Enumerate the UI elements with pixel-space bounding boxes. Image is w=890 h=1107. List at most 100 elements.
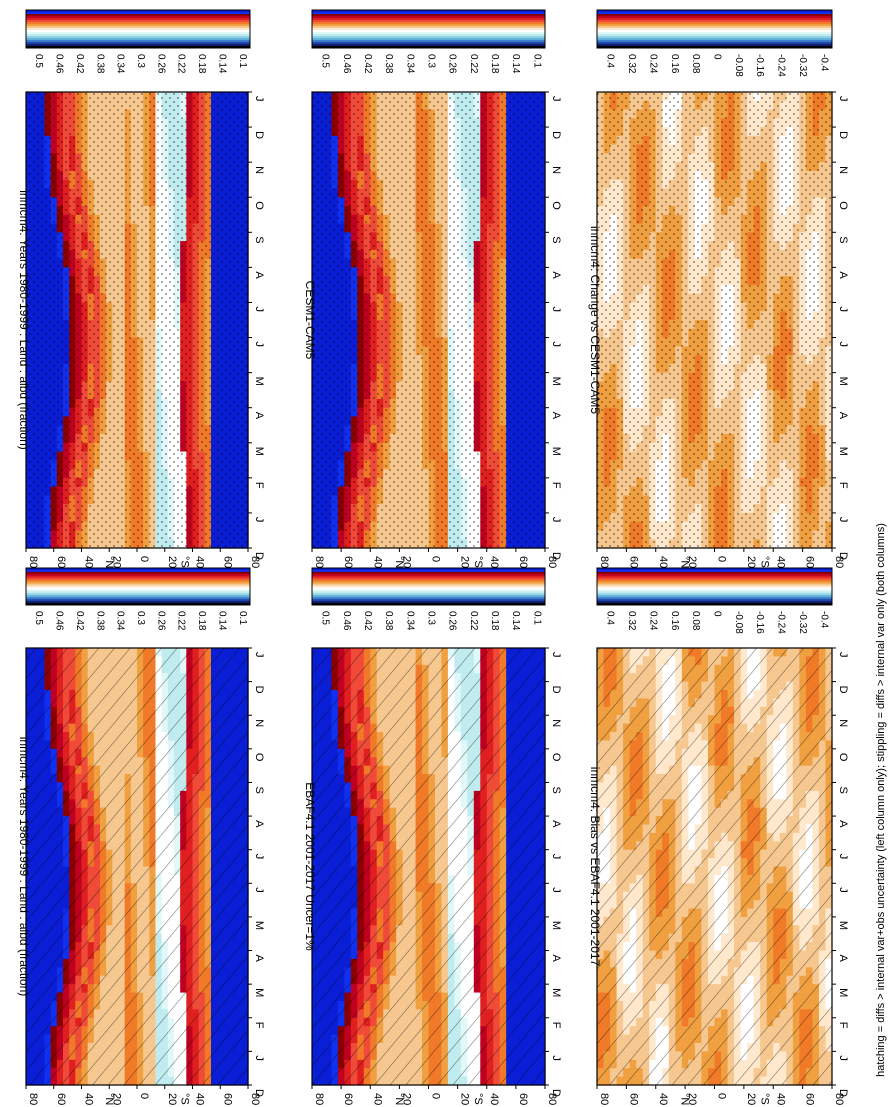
lat-tick-label: 20 [110,556,122,568]
month-tick-label: M [253,377,265,386]
lat-tick-label: 80 [27,1093,39,1105]
colorbar-label: 0.46 [54,54,65,74]
lat-tick-label: 0 [138,1093,150,1099]
colorbar-swatch [26,593,250,596]
lat-tick-label: 60 [55,556,67,568]
hatching-overlay [26,648,248,1085]
colorbar-label: 0.34 [115,54,126,74]
colorbar-swatch [26,40,250,43]
colorbar-swatch [26,34,250,37]
colorbar-frame [25,567,251,606]
month-tick-label: N [253,166,265,174]
colorbar-swatch [26,20,250,23]
colorbar-label: 0.1 [237,54,248,68]
month-tick-label: J [253,652,265,658]
month-tick-label: D [253,686,265,694]
month-tick-label: A [253,412,265,420]
lat-tick-label: 40 [83,1093,95,1105]
colorbar-swatch [26,22,250,25]
month-tick-label: M [253,921,265,930]
lat-tick-label: 80 [27,556,39,568]
month-tick-label: J [253,517,265,523]
colorbar-swatch [26,571,250,575]
stippling-overlay [26,92,248,548]
month-tick-label: J [253,306,265,312]
month-tick-label: D [253,552,265,560]
colorbar-swatch [26,36,250,39]
lat-tick-label: 40 [194,556,206,568]
month-tick-label: M [253,988,265,997]
colorbar-swatch [26,14,250,17]
colorbar-swatch [26,585,250,588]
colorbar-label: 0.1 [237,611,248,625]
colorbar-swatch [26,583,250,587]
colorbar-swatch [26,587,250,590]
colorbar-swatch [26,589,250,592]
month-tick-label: D [253,131,265,139]
panel-title: inmcm4: Years 1980-1999 : Land : albd (f… [17,190,31,450]
colorbar-swatch [26,16,250,19]
lat-hemisphere-label: °S [178,1093,190,1105]
colorbar-swatch [26,42,250,45]
colorbar: 0.5 0.46 0.42 0.38 0.34 0.3 0.26 0.22 0.18 0.14 0.… [25,567,251,631]
lat-tick-label: 60 [221,1093,233,1105]
lat-hemisphere-label: °N [103,556,115,568]
lat-tick-label: 0 [138,556,150,562]
month-tick-label: F [253,482,265,489]
colorbar-swatch [26,577,250,581]
colorbar-swatch [26,581,250,585]
colorbar-label: 0.42 [74,54,85,74]
colorbar-swatch [26,568,250,571]
colorbar-label: 0.14 [216,54,227,74]
colorbar-label: 0.3 [135,54,146,68]
lat-tick-label: 40 [83,556,95,568]
month-tick-label: F [253,1022,265,1029]
colorbar-swatch [26,26,250,29]
panel-title: inmcm4: Years 1980-1999 : Land : albd (f… [17,737,31,997]
colorbar-swatch [26,575,250,579]
colorbar-label: 0.34 [115,611,126,631]
colorbar-swatch [26,603,250,606]
month-tick-label: J [253,1055,265,1061]
month-tick-label: D [253,1089,265,1097]
month-tick-label: S [253,236,265,243]
colorbar-label: 0.5 [33,611,44,625]
colorbar-swatch [26,597,250,600]
month-tick-label: O [253,753,265,762]
colorbar-label: 0.38 [94,611,105,631]
month-tick-label: J [253,342,265,348]
colorbar-swatch [26,10,250,13]
lat-hemisphere-label: °S [178,556,190,568]
colorbar-label: 0.22 [176,54,187,74]
chart-panel-left-middle: 80 60 40 20 0 20 40 60 80°N °SDJFMAMJJASONDJEBAF4… [303,567,562,1105]
month-tick-label: J [253,854,265,860]
colorbar-swatch [26,38,250,41]
colorbar-label: 0.26 [155,611,166,631]
month-tick-label: J [253,887,265,893]
month-tick-label: S [253,786,265,793]
colorbar-swatch [26,573,250,577]
colorbar-swatch [26,28,250,31]
lat-tick-label: 20 [166,556,178,568]
colorbar-swatch [26,32,250,35]
colorbar: 0.5 0.46 0.42 0.38 0.34 0.3 0.26 0.22 0.18 0.14 0.… [25,9,251,74]
month-tick-label: J [253,96,265,102]
month-tick-label: N [253,719,265,727]
lat-tick-label: 80 [249,556,261,568]
chart-panel-left-top: 80 60 40 20 0 20 40 60 80°N °SDJFMAMJJASONDJinmcm… [17,567,265,1105]
colorbar-label: 0.3 [135,611,146,625]
colorbar-swatch [26,595,250,598]
colorbar-swatch [26,30,250,33]
colorbar-label: 0.18 [196,611,207,631]
colorbar-swatch [26,24,250,27]
lat-tick-label: 20 [110,1093,122,1105]
chart-panel-right-top: 80 60 40 20 0 20 40 60 80°N °SDJFMAMJJASONDJinmcm… [17,9,265,568]
colorbar-swatch [26,569,250,573]
lat-tick-label: 60 [221,556,233,568]
month-tick-label: O [253,201,265,210]
colorbar-swatch [26,599,250,602]
colorbar-swatch [26,44,250,47]
month-tick-label: A [253,271,265,279]
colorbar-swatch [26,18,250,21]
